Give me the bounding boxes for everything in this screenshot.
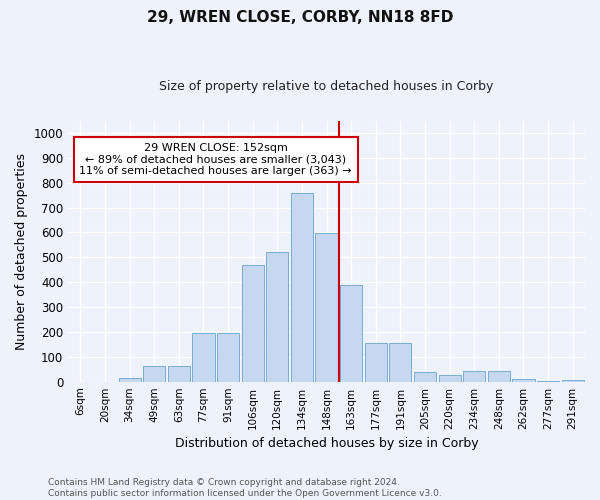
Bar — [316, 233, 338, 382]
Bar — [242, 265, 264, 382]
Bar — [365, 343, 387, 382]
Bar — [512, 379, 535, 382]
Bar — [463, 371, 485, 382]
Bar — [291, 192, 313, 382]
X-axis label: Distribution of detached houses by size in Corby: Distribution of detached houses by size … — [175, 437, 478, 450]
Bar — [217, 332, 239, 382]
Bar — [193, 332, 215, 382]
Bar — [389, 343, 412, 382]
Bar — [168, 366, 190, 382]
Bar — [562, 380, 584, 382]
Bar — [143, 366, 165, 382]
Bar — [488, 371, 510, 382]
Bar — [439, 376, 461, 382]
Title: Size of property relative to detached houses in Corby: Size of property relative to detached ho… — [160, 80, 494, 93]
Bar — [414, 372, 436, 382]
Bar — [340, 284, 362, 382]
Text: Contains HM Land Registry data © Crown copyright and database right 2024.
Contai: Contains HM Land Registry data © Crown c… — [48, 478, 442, 498]
Text: 29 WREN CLOSE: 152sqm
← 89% of detached houses are smaller (3,043)
11% of semi-d: 29 WREN CLOSE: 152sqm ← 89% of detached … — [79, 143, 352, 176]
Bar — [266, 252, 289, 382]
Bar — [537, 381, 559, 382]
Bar — [119, 378, 140, 382]
Text: 29, WREN CLOSE, CORBY, NN18 8FD: 29, WREN CLOSE, CORBY, NN18 8FD — [147, 10, 453, 25]
Y-axis label: Number of detached properties: Number of detached properties — [15, 152, 28, 350]
